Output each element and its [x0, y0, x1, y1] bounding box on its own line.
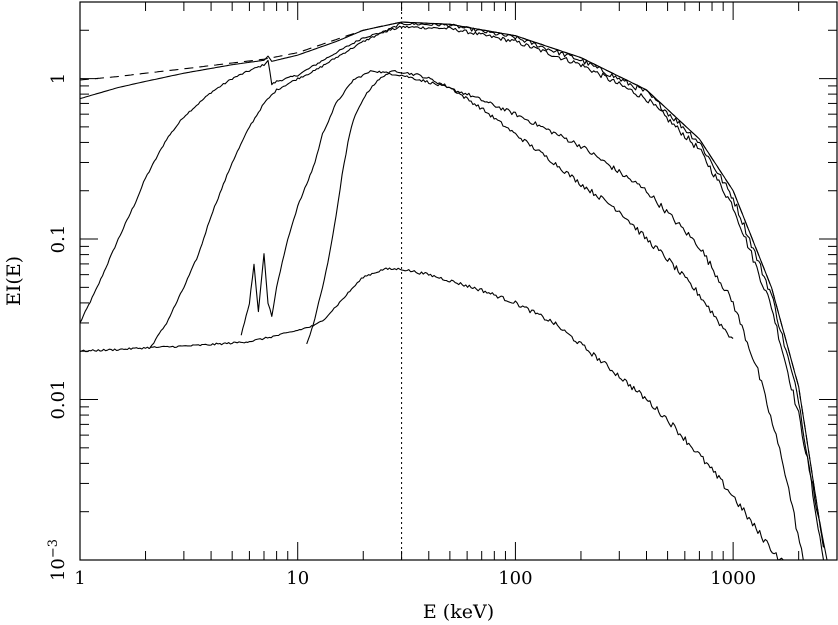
series-line-5 [240, 70, 804, 561]
x-tick-label: 100 [498, 568, 532, 589]
x-tick-label: 1000 [710, 568, 756, 589]
y-tick-label: 0.01 [48, 379, 69, 419]
series-line-2 [79, 21, 825, 548]
series-line-3 [79, 25, 828, 561]
y-tick-label: 1 [48, 73, 69, 84]
series-line-6 [306, 70, 734, 345]
axis-ticks [79, 1, 838, 561]
x-tick-label: 10 [286, 568, 309, 589]
series-layer [79, 21, 828, 561]
series-line-7 [79, 267, 784, 561]
x-tick-label: 1 [74, 568, 85, 589]
y-tick-label: 10−3 [46, 539, 69, 581]
y-tick-label: 0.1 [48, 225, 69, 254]
plot-frame [79, 1, 838, 561]
y-axis-label: EI(E) [3, 256, 25, 306]
series-line-4 [149, 22, 825, 561]
x-axis-label: E (keV) [423, 601, 494, 623]
tick-labels: 1 10 100 1000 10−3 0.01 0.1 1 [46, 73, 756, 589]
